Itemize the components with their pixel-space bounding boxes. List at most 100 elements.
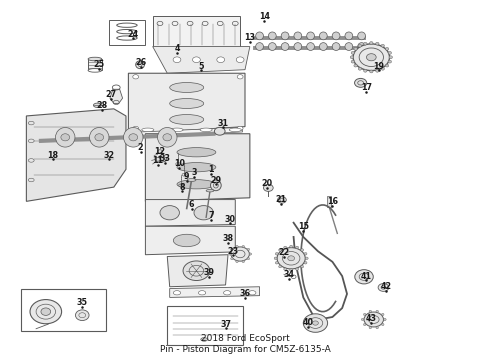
Ellipse shape	[385, 48, 389, 50]
Ellipse shape	[160, 206, 179, 220]
Ellipse shape	[307, 42, 315, 50]
Ellipse shape	[177, 148, 216, 157]
Bar	[167, 306, 243, 346]
Ellipse shape	[158, 127, 177, 147]
Ellipse shape	[301, 265, 304, 268]
Ellipse shape	[275, 253, 278, 255]
Ellipse shape	[177, 163, 216, 172]
Ellipse shape	[242, 246, 245, 248]
Ellipse shape	[236, 57, 244, 63]
Ellipse shape	[231, 247, 249, 261]
Ellipse shape	[264, 184, 273, 192]
Ellipse shape	[237, 75, 243, 79]
Ellipse shape	[75, 310, 89, 320]
Ellipse shape	[354, 48, 357, 50]
Ellipse shape	[173, 57, 181, 63]
Text: 12: 12	[154, 147, 166, 156]
Ellipse shape	[294, 32, 302, 40]
Text: 15: 15	[298, 222, 309, 231]
Ellipse shape	[231, 257, 233, 260]
Ellipse shape	[358, 42, 366, 50]
Ellipse shape	[358, 67, 362, 70]
Ellipse shape	[305, 257, 308, 260]
Text: 29: 29	[210, 176, 221, 185]
Ellipse shape	[129, 134, 138, 141]
Ellipse shape	[358, 44, 362, 47]
Ellipse shape	[269, 42, 276, 50]
Ellipse shape	[281, 32, 289, 40]
Ellipse shape	[345, 32, 353, 40]
Text: 42: 42	[380, 282, 392, 291]
Text: 40: 40	[303, 318, 314, 327]
Ellipse shape	[249, 253, 251, 255]
Ellipse shape	[376, 42, 379, 45]
Ellipse shape	[163, 134, 172, 141]
Text: 32: 32	[103, 150, 115, 159]
Ellipse shape	[281, 42, 289, 50]
Ellipse shape	[229, 128, 242, 132]
Ellipse shape	[381, 44, 385, 47]
Ellipse shape	[355, 78, 367, 87]
Text: 34: 34	[283, 270, 294, 279]
Ellipse shape	[158, 150, 162, 153]
Ellipse shape	[389, 56, 392, 59]
Text: 24: 24	[128, 30, 139, 39]
Ellipse shape	[88, 69, 102, 72]
Text: 13: 13	[245, 33, 255, 42]
Ellipse shape	[369, 327, 371, 329]
Ellipse shape	[388, 60, 392, 63]
Ellipse shape	[376, 69, 379, 72]
Ellipse shape	[294, 42, 302, 50]
Text: 17: 17	[361, 83, 372, 92]
Ellipse shape	[364, 42, 367, 45]
Text: 23: 23	[227, 247, 239, 256]
Ellipse shape	[364, 69, 367, 72]
Ellipse shape	[279, 265, 282, 268]
Ellipse shape	[369, 70, 373, 73]
Ellipse shape	[361, 318, 364, 320]
Ellipse shape	[173, 291, 181, 295]
Ellipse shape	[319, 42, 327, 50]
Polygon shape	[26, 109, 126, 201]
Ellipse shape	[155, 158, 160, 161]
Ellipse shape	[237, 126, 243, 131]
Ellipse shape	[376, 327, 378, 329]
Polygon shape	[171, 310, 239, 341]
Ellipse shape	[381, 67, 385, 70]
Polygon shape	[141, 127, 243, 136]
Ellipse shape	[313, 321, 318, 325]
Text: 2: 2	[138, 144, 144, 153]
Text: 41: 41	[361, 271, 372, 280]
Polygon shape	[110, 89, 122, 103]
Ellipse shape	[295, 268, 298, 270]
Ellipse shape	[307, 32, 315, 40]
Text: 20: 20	[261, 179, 272, 188]
Ellipse shape	[303, 314, 328, 332]
Text: 37: 37	[220, 320, 231, 329]
Ellipse shape	[133, 126, 139, 131]
Text: 7: 7	[208, 211, 214, 220]
Text: 16: 16	[327, 197, 338, 206]
Ellipse shape	[378, 284, 389, 291]
Text: 30: 30	[225, 215, 236, 224]
Bar	[88, 59, 102, 71]
Ellipse shape	[200, 128, 212, 132]
Text: 28: 28	[96, 101, 107, 110]
Text: 1: 1	[208, 165, 214, 174]
Ellipse shape	[247, 248, 249, 251]
Text: 5: 5	[198, 62, 204, 71]
Ellipse shape	[284, 268, 287, 270]
Ellipse shape	[369, 310, 371, 312]
Ellipse shape	[236, 246, 238, 248]
Ellipse shape	[351, 60, 355, 63]
Ellipse shape	[123, 127, 143, 147]
Bar	[327, 196, 331, 207]
Polygon shape	[167, 255, 228, 287]
Ellipse shape	[217, 57, 224, 63]
Ellipse shape	[198, 291, 206, 295]
Bar	[109, 20, 146, 45]
Ellipse shape	[367, 54, 376, 61]
Ellipse shape	[177, 180, 216, 189]
Text: 36: 36	[240, 289, 250, 298]
Polygon shape	[146, 199, 235, 226]
